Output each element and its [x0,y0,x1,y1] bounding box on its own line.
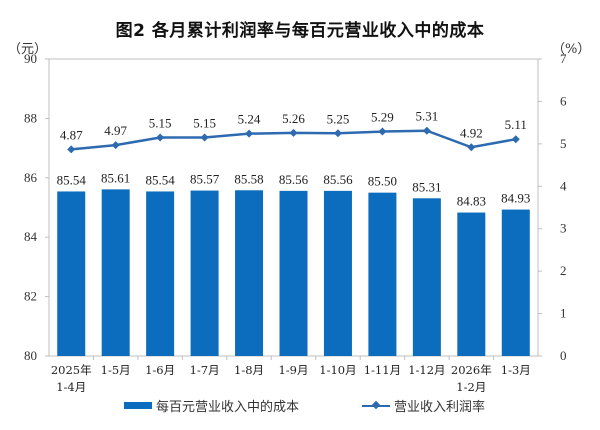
bar [235,190,264,356]
x-axis-category-label: 1-3月 [501,363,531,377]
left-axis-tick-label: 82 [24,289,37,304]
line-marker-icon [200,133,209,142]
line-marker-icon [156,133,165,142]
line-value-label: 5.15 [193,115,216,130]
right-axis-tick-label: 3 [560,221,567,236]
line-marker-icon [245,129,254,138]
line-value-label: 4.87 [60,127,83,142]
line-value-label: 5.29 [371,110,394,125]
legend-line-item: 营业收入利润率 [362,396,485,415]
line-value-label: 5.26 [282,111,305,126]
right-axis-tick-label: 2 [560,263,567,278]
bar-value-label: 85.58 [234,171,263,186]
x-axis-category-label: 2026年 [451,363,492,377]
right-axis-tick-label: 4 [560,178,567,193]
x-axis-category-label: 1-5月 [101,363,131,377]
line-value-label: 5.24 [238,112,261,127]
bar-value-label: 85.54 [57,172,87,187]
line-marker-icon [511,135,520,144]
line-marker-icon [422,126,431,135]
x-axis-category-label: 1-7月 [190,363,220,377]
x-axis-category-label: 1-12月 [408,363,445,377]
x-axis-category-label: 2025年 [51,363,92,377]
left-axis-tick-label: 90 [24,51,37,66]
line-value-label: 4.97 [104,123,127,138]
x-axis-category-label: 1-4月 [56,380,86,394]
right-axis-tick-label: 7 [560,51,567,66]
bar-value-label: 85.56 [279,172,309,187]
bar-value-label: 85.54 [146,172,176,187]
line-value-label: 5.11 [505,117,527,132]
line-marker-icon [467,143,476,152]
right-axis-tick-label: 1 [560,306,567,321]
right-axis-tick-label: 0 [560,348,567,363]
chart-title: 图2 各月累计利润率与每百元营业收入中的成本 [115,21,485,41]
bar-value-label: 85.50 [368,174,397,189]
x-axis-category-label: 1-11月 [364,363,401,377]
legend-bar-label: 每百元营业收入中的成本 [156,400,300,415]
right-axis-tick-label: 5 [560,136,567,151]
left-axis-tick-label: 86 [24,170,38,185]
x-axis-category-label: 1-10月 [319,363,356,377]
line-swatch-icon [362,404,390,407]
x-axis-category-label: 1-2月 [456,380,486,394]
line-marker-icon [378,127,387,136]
line-value-label: 5.15 [149,115,172,130]
bar [146,191,175,356]
bar-swatch-icon [124,402,152,409]
bar [190,190,219,356]
line-marker-icon [289,128,298,137]
bar [412,198,441,356]
line-marker-icon [67,145,76,154]
bar [101,189,130,356]
line-value-label: 5.31 [415,109,438,124]
legend-bar-item: 每百元营业收入中的成本 [124,396,299,415]
left-axis-tick-label: 88 [24,110,37,125]
bar-value-label: 85.61 [101,170,130,185]
x-axis-category-label: 1-8月 [234,363,264,377]
left-axis-unit: （元） [8,42,48,57]
bar [323,190,352,356]
line-marker-icon [111,141,120,150]
bar-value-label: 84.93 [501,191,530,206]
bar [457,212,486,356]
line-value-label: 5.25 [327,111,350,126]
bar [501,209,530,356]
legend-line-label: 营业收入利润率 [394,400,486,415]
right-axis-unit: （%） [552,42,591,57]
bar [279,190,308,356]
left-axis-tick-label: 80 [24,348,37,363]
bar-value-label: 85.56 [323,172,353,187]
line-value-label: 4.92 [460,125,483,140]
bar [368,192,397,356]
right-axis-tick-label: 6 [560,93,567,108]
line-marker-icon [333,129,342,138]
left-axis-tick-label: 84 [24,229,38,244]
bar-value-label: 84.83 [457,194,486,209]
x-axis-category-label: 1-6月 [145,363,175,377]
x-axis-category-label: 1-9月 [278,363,308,377]
bar-value-label: 85.31 [412,179,441,194]
bar [57,191,86,356]
bar-value-label: 85.57 [190,172,220,187]
